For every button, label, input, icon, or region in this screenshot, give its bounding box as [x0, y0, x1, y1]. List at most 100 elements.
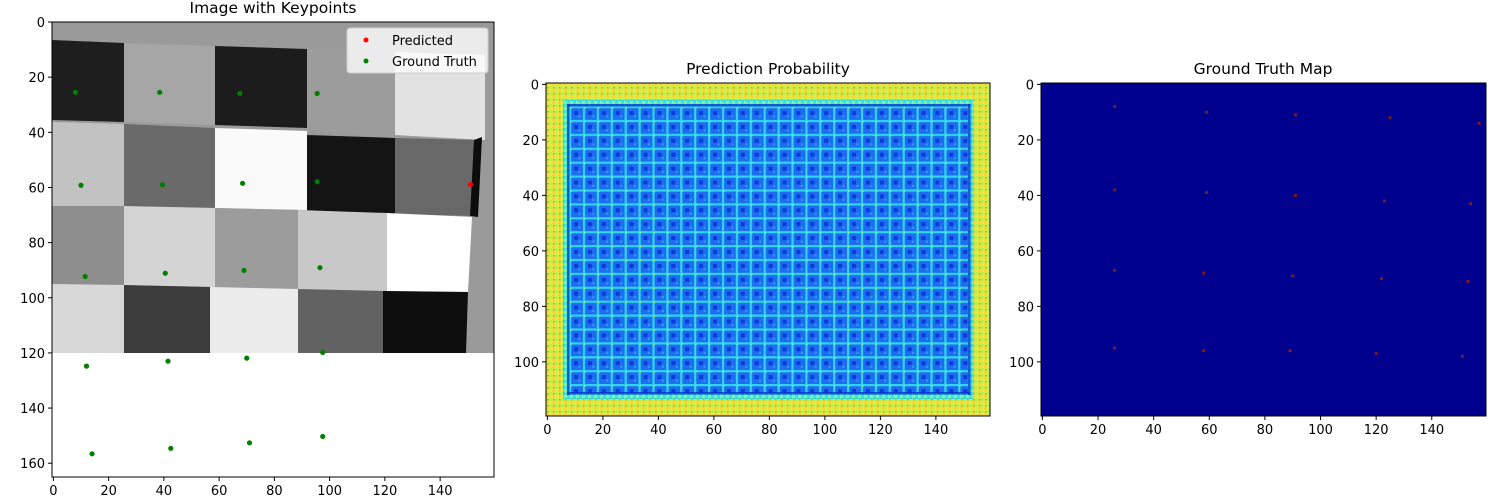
keypoints-x-tick-label: 20 [100, 484, 117, 499]
ground-truth-map-y-tick-label: 60 [1017, 245, 1034, 260]
ground-truth-map-x-ticks: 0 20 40 60 80 100 120 140 [1038, 416, 1444, 438]
ground-truth-map-x-tick-label: 0 [1038, 423, 1046, 438]
ground-truth-point [246, 440, 253, 446]
prediction-probability-x-tick-label: 140 [923, 423, 948, 438]
prediction-probability-heatmap [546, 83, 990, 416]
ground-truth-point [157, 89, 163, 95]
keypoints-x-tick-label: 100 [317, 484, 342, 499]
keypoints-x-tick-label: 80 [266, 484, 283, 499]
ground-truth-map-y-tick-label: 100 [1009, 356, 1034, 371]
ground-truth-point [320, 433, 326, 440]
predicted-point [467, 181, 474, 188]
keypoints-axes-frame [51, 21, 495, 478]
ground-truth-point [168, 445, 174, 451]
legend-frame [346, 27, 489, 74]
legend-marker-predicted [363, 37, 369, 43]
ground-truth-point [244, 355, 250, 361]
ground-truth-map-x-tick-label: 40 [1145, 423, 1162, 438]
keypoints-y-tick-label: 80 [28, 237, 45, 252]
ground-truth-point [78, 182, 84, 188]
ground-truth-map-y-tick-label: 40 [1017, 189, 1034, 204]
ground-truth-map-point [1113, 268, 1117, 272]
ground-truth-map-point [1291, 274, 1295, 278]
ground-truth-map-x-tick-label: 80 [1257, 423, 1274, 438]
keypoints-y-tick-label: 60 [28, 181, 45, 196]
ground-truth-point [314, 179, 320, 185]
ground-truth-map-point [1288, 349, 1292, 353]
keypoints-x-tick-label: 0 [49, 484, 57, 499]
keypoints-y-tick-label: 160 [20, 457, 45, 472]
ground-truth-map-point [1113, 188, 1117, 192]
ground-truth-point [317, 265, 323, 271]
prediction-probability-x-tick-label: 40 [650, 423, 667, 438]
ground-truth-map-point [1202, 349, 1206, 353]
ground-truth-point [237, 90, 243, 97]
keypoints-y-tick-label: 100 [20, 292, 45, 307]
ground-truth-map-x-tick-label: 100 [1308, 423, 1333, 438]
ground-truth-map-axes: 0 20 40 60 80 100 120 140 0 20 40 60 80 100 Ground T… [1009, 60, 1487, 438]
ground-truth-point [162, 270, 168, 276]
keypoints-x-tick-label: 120 [372, 484, 397, 499]
prediction-probability-x-tick-label: 60 [706, 423, 723, 438]
ground-truth-map-point [1380, 277, 1384, 281]
ground-truth-map-point [1113, 105, 1117, 108]
ground-truth-map-x-tick-label: 20 [1090, 423, 1107, 438]
ground-truth-map-point [1460, 354, 1464, 358]
ground-truth-point [159, 182, 166, 188]
legend-marker-ground-truth [363, 58, 369, 64]
legend-label-ground-truth: Ground Truth [392, 55, 477, 70]
ground-truth-map-point [1113, 346, 1117, 350]
ground-truth-heatmap [1041, 83, 1486, 416]
ground-truth-map-x-tick-label: 140 [1419, 423, 1444, 438]
prediction-probability-axes: 0 20 40 60 80 100 120 140 0 20 40 60 80 100 Predicti… [514, 60, 991, 438]
ground-truth-map-point [1466, 280, 1470, 283]
ground-truth-map-x-tick-label: 60 [1201, 423, 1218, 438]
ground-truth-map-y-ticks: 0 20 40 60 80 100 [1009, 78, 1041, 371]
ground-truth-map-axes-frame [1040, 82, 1487, 417]
ground-truth-map-point [1469, 202, 1473, 206]
keypoints-legend: Predicted Ground Truth [346, 27, 489, 74]
keypoints-x-ticks: 0 20 40 60 80 100 120 140 [49, 477, 453, 499]
prediction-probability-x-ticks: 0 20 40 60 80 100 120 140 [543, 416, 948, 438]
prediction-probability-y-ticks: 0 20 40 60 80 100 [514, 78, 546, 371]
ground-truth-map-x-tick-label: 120 [1364, 423, 1389, 438]
prediction-probability-y-tick-label: 100 [514, 356, 539, 371]
ground-truth-map-point [1205, 110, 1208, 114]
ground-truth-map-y-tick-label: 0 [1026, 78, 1034, 93]
ground-truth-map-point [1294, 193, 1297, 197]
keypoints-x-tick-label: 60 [211, 484, 228, 499]
ground-truth-point [320, 349, 326, 355]
prediction-probability-y-tick-label: 0 [531, 78, 539, 93]
prediction-probability-title: Prediction Probability [686, 60, 850, 78]
ground-truth-point [165, 358, 171, 364]
keypoints-axes: 0 20 40 60 80 100 120 140 0 20 40 60 80 100 120 140 160… [20, 0, 495, 499]
ground-truth-map-point [1477, 121, 1481, 125]
prediction-probability-y-tick-label: 40 [522, 189, 539, 204]
ground-truth-point [89, 451, 95, 457]
ground-truth-map-point [1383, 199, 1386, 203]
prediction-probability-axes-frame [545, 82, 991, 417]
keypoints-x-tick-label: 140 [428, 484, 453, 499]
keypoints-x-tick-label: 40 [156, 484, 173, 499]
prediction-probability-x-tick-label: 0 [543, 423, 551, 438]
prediction-probability-x-tick-label: 20 [595, 423, 612, 438]
prediction-probability-x-tick-label: 120 [868, 423, 893, 438]
prediction-probability-y-tick-label: 60 [522, 245, 539, 260]
keypoints-y-tick-label: 140 [20, 402, 45, 417]
ground-truth-point [241, 267, 247, 274]
ground-truth-map-y-tick-label: 80 [1017, 300, 1034, 315]
ground-truth-point [82, 273, 88, 280]
prediction-probability-y-tick-label: 80 [522, 300, 539, 315]
ground-truth-map-point [1294, 113, 1297, 117]
checkerboard-image [52, 22, 494, 477]
keypoints-y-tick-label: 120 [20, 347, 45, 362]
ground-truth-map-point [1388, 116, 1392, 120]
keypoint-markers [72, 89, 474, 457]
ground-truth-point [240, 180, 246, 186]
prediction-probability-y-tick-label: 20 [522, 134, 539, 149]
keypoints-y-tick-label: 20 [28, 71, 45, 86]
legend-label-predicted: Predicted [392, 34, 453, 49]
ground-truth-point [72, 89, 79, 95]
ground-truth-map-point [1205, 191, 1208, 195]
